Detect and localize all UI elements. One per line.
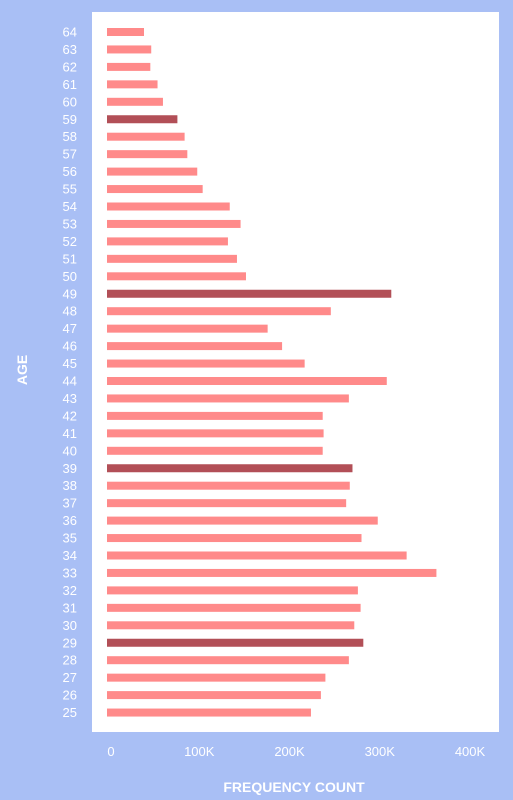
x-tick-label: 200K [274,744,305,759]
bar-age-33 [107,568,437,577]
y-tick-label: 55 [63,182,77,197]
bar-age-32 [107,586,358,595]
bar-age-63 [107,45,152,54]
y-tick-label: 39 [63,461,77,476]
bar-age-30 [107,621,355,630]
y-tick-label: 34 [63,548,77,563]
bar-age-31 [107,603,361,612]
y-tick-label: 31 [63,600,77,615]
y-tick-label: 38 [63,478,77,493]
bar-age-45 [107,359,305,368]
y-tick-label: 60 [63,94,77,109]
y-tick-label: 62 [63,59,77,74]
y-tick-label: 58 [63,129,77,144]
y-tick-label: 29 [63,635,77,650]
y-tick-label: 56 [63,164,77,179]
y-tick-label: 42 [63,408,77,423]
y-tick-label: 48 [63,304,77,319]
bars-group [107,28,437,717]
bar-age-29 [107,638,364,647]
bar-age-46 [107,342,283,351]
bar-age-52 [107,237,228,246]
plot-area [92,12,499,732]
y-tick-label: 26 [63,688,77,703]
bar-age-56 [107,167,198,176]
x-tick-label: 300K [365,744,396,759]
x-tick-label: 400K [455,744,486,759]
bar-age-62 [107,62,151,71]
y-tick-label: 35 [63,531,77,546]
bar-age-34 [107,551,407,560]
bar-age-43 [107,394,349,403]
y-tick-label: 25 [63,705,77,720]
bar-age-54 [107,202,230,211]
bar-age-42 [107,411,323,420]
bar-age-38 [107,481,350,490]
bar-age-27 [107,673,326,682]
bar-age-35 [107,534,362,543]
x-tick-label: 100K [184,744,215,759]
y-tick-label: 27 [63,670,77,685]
bar-age-60 [107,97,163,106]
y-tick-label: 64 [63,25,77,40]
bar-age-59 [107,115,178,124]
bar-age-48 [107,307,331,316]
y-tick-label: 46 [63,339,77,354]
bar-age-64 [107,28,145,36]
y-tick-label: 61 [63,77,77,92]
bar-age-47 [107,324,268,333]
bar-age-39 [107,464,353,473]
y-tick-label: 28 [63,653,77,668]
y-tick-label: 32 [63,583,77,598]
bar-age-53 [107,219,241,228]
x-tick-label: 0 [107,744,114,759]
y-tick-label: 53 [63,216,77,231]
y-tick-label: 54 [63,199,77,214]
y-tick-label: 52 [63,234,77,249]
bar-age-25 [107,708,311,717]
y-tick-label: 59 [63,112,77,127]
y-tick-label: 33 [63,565,77,580]
y-tick-label: 51 [63,251,77,266]
bar-age-57 [107,150,188,159]
y-tick-label: 36 [63,513,77,528]
bar-age-28 [107,656,349,665]
x-tick-labels: 0 100K 200K 300K 400K [107,744,485,759]
y-tick-label: 44 [63,374,77,389]
y-tick-label: 30 [63,618,77,633]
y-tick-label: 49 [63,286,77,301]
y-tick-label: 47 [63,321,77,336]
y-tick-labels: 64 63 62 61 60 59 58 57 56 55 54 53 52 51 50 49 48 47 46 45… [63,25,77,721]
bar-age-37 [107,499,347,508]
y-tick-label: 45 [63,356,77,371]
bar-age-49 [107,289,392,298]
bar-age-40 [107,446,323,455]
y-tick-label: 57 [63,147,77,162]
y-tick-label: 37 [63,496,77,511]
bar-age-50 [107,272,246,281]
bar-age-61 [107,80,158,89]
bar-age-58 [107,132,185,141]
y-tick-label: 63 [63,42,77,57]
y-tick-label: 43 [63,391,77,406]
x-axis-label: FREQUENCY COUNT [223,779,365,795]
bar-age-55 [107,185,203,194]
y-tick-label: 40 [63,443,77,458]
y-axis-label: AGE [14,355,30,385]
bar-age-51 [107,254,237,263]
y-tick-label: 50 [63,269,77,284]
bar-age-36 [107,516,378,525]
bar-age-44 [107,377,387,385]
bar-age-41 [107,429,324,438]
bar-age-26 [107,691,321,700]
y-tick-label: 41 [63,426,77,441]
